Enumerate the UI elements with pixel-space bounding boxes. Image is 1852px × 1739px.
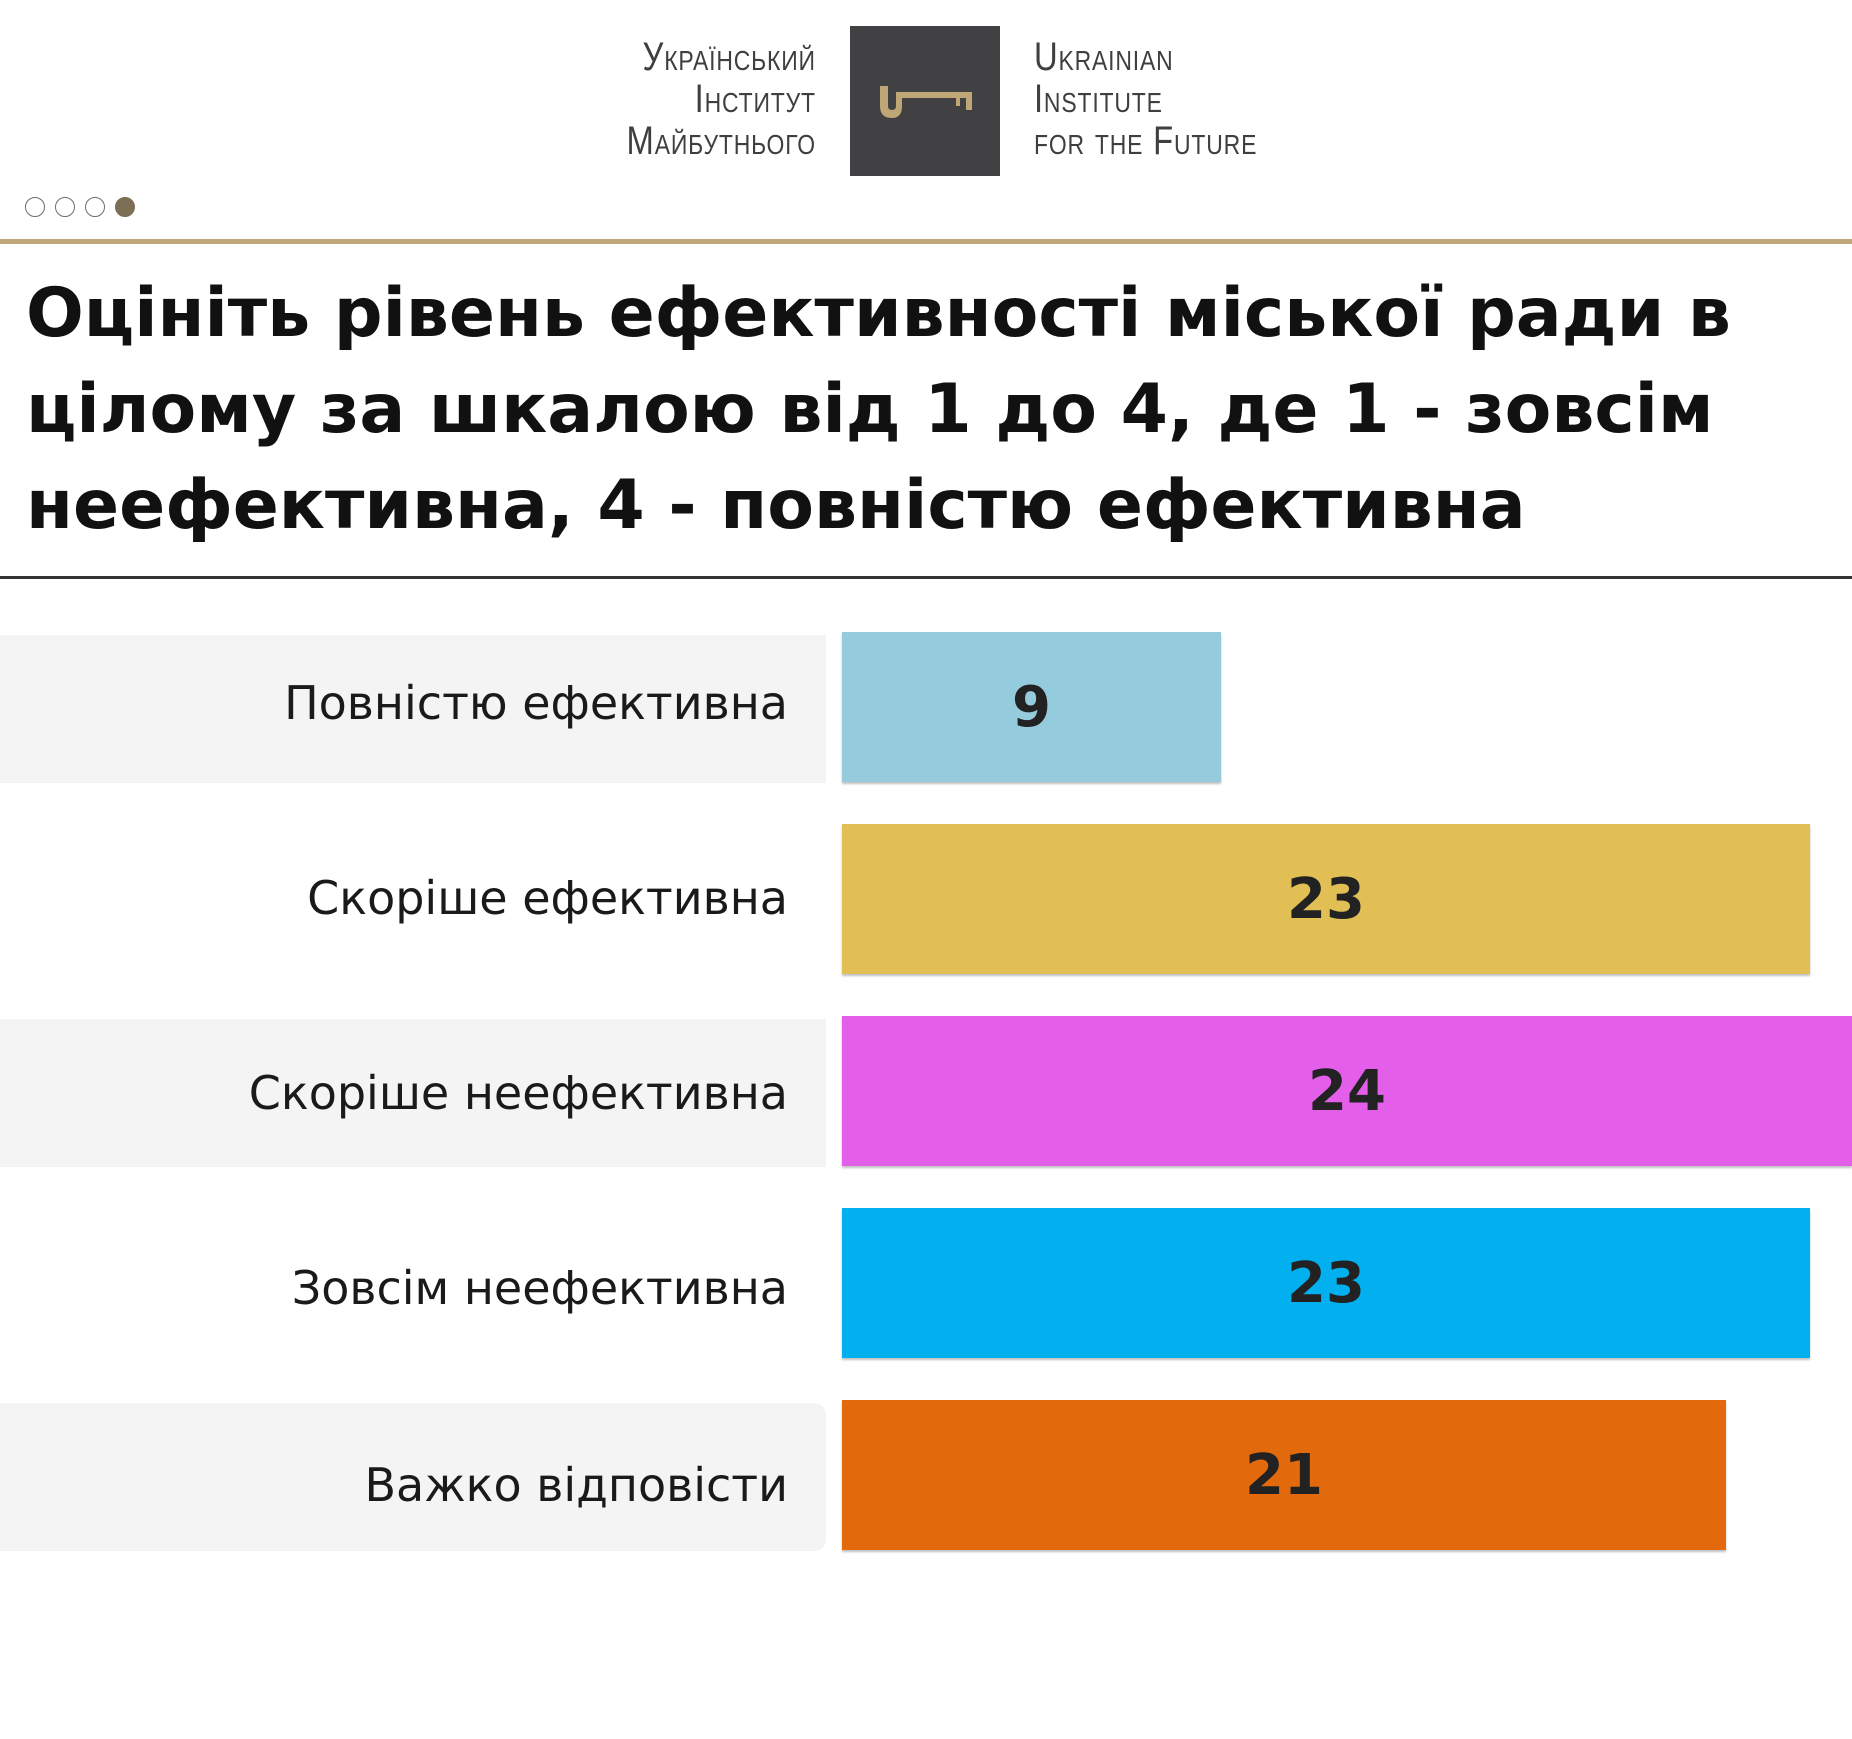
slide-pagination	[25, 197, 135, 217]
slide-dot-2[interactable]	[55, 197, 75, 217]
bar: 23	[842, 1208, 1810, 1358]
slide-dot-4-active[interactable]	[115, 197, 135, 217]
bar: 21	[842, 1400, 1726, 1550]
row-background	[0, 635, 826, 783]
category-label: Скоріше неефективна	[248, 1066, 788, 1120]
logo-en-line-3: for the Future	[1034, 119, 1258, 163]
logo-ua-line-1: Український	[642, 35, 816, 79]
logo-text-english: Ukrainian Institute for the Future	[1034, 36, 1257, 162]
category-label: Скоріше ефективна	[307, 871, 788, 925]
logo-key-mark	[850, 26, 1000, 176]
logo-text-ukrainian: Український Інститут Майбутнього	[627, 36, 816, 162]
header-divider	[0, 239, 1852, 244]
bar: 24	[842, 1016, 1852, 1166]
bar-value-label: 23	[1287, 866, 1365, 932]
row-background	[0, 1019, 826, 1167]
question-title: Оцініть рівень ефективності міської ради…	[26, 274, 1731, 545]
category-label: Повністю ефективна	[284, 676, 788, 730]
category-label: Важко відповісти	[364, 1458, 788, 1512]
bar: 23	[842, 824, 1810, 974]
bar-value-label: 21	[1245, 1442, 1323, 1508]
logo-en-line-1: Ukrainian	[1034, 35, 1174, 79]
logo-ua-line-2: Інститут	[694, 77, 816, 121]
bar-value-label: 24	[1308, 1058, 1386, 1124]
slide-dot-3[interactable]	[85, 197, 105, 217]
slide-dot-1[interactable]	[25, 197, 45, 217]
key-icon	[880, 86, 972, 118]
logo-ua-line-3: Майбутнього	[626, 119, 816, 163]
bar-value-label: 23	[1287, 1250, 1365, 1316]
bar: 9	[842, 632, 1221, 782]
title-divider	[0, 576, 1852, 579]
bar-value-label: 9	[1012, 674, 1051, 740]
row-background	[0, 1403, 826, 1551]
category-label: Зовсім неефективна	[291, 1261, 788, 1315]
logo-en-line-2: Institute	[1034, 77, 1163, 121]
